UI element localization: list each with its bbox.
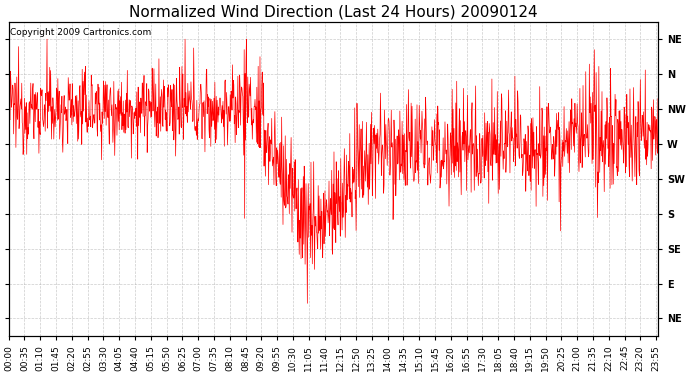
Title: Normalized Wind Direction (Last 24 Hours) 20090124: Normalized Wind Direction (Last 24 Hours… [129, 4, 538, 19]
Text: Copyright 2009 Cartronics.com: Copyright 2009 Cartronics.com [10, 28, 151, 37]
